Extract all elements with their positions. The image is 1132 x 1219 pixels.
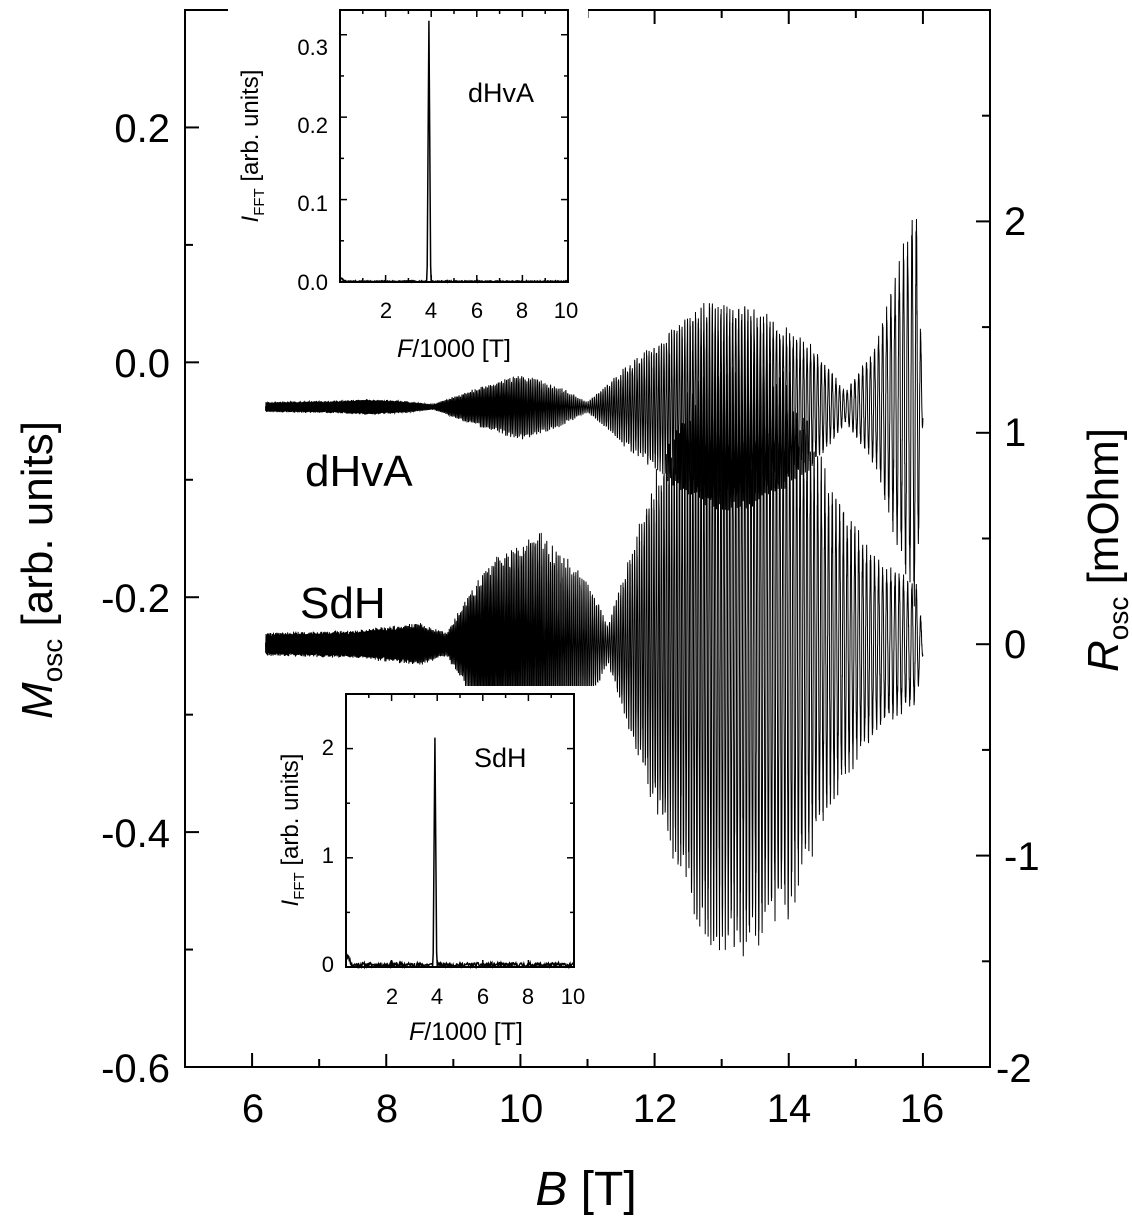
inset-sdh: 0 1 2 2 4 6 8 10 F/1000 [T] IFFT [arb. u… [268, 686, 598, 1054]
inset-sdh-y-tick-label: 1 [322, 843, 334, 868]
inset-dhva-title: dHvA [468, 78, 534, 108]
y-left-tick-label: -0.4 [101, 812, 170, 856]
x-tick-label: 8 [376, 1087, 398, 1131]
inset-dhva-x-tick-label: 8 [516, 298, 528, 323]
inset-sdh-x-tick-label: 8 [522, 984, 534, 1009]
x-tick-label: 10 [499, 1087, 544, 1131]
y-right-tick-label: 2 [1004, 200, 1026, 244]
y-right-tick-labels: -2 -1 0 1 2 [996, 200, 1040, 1091]
inset-sdh-y-axis-label: IFFT [arb. units] [277, 754, 308, 907]
inset-dhva-y-tick-labels: 0.0 0.1 0.2 0.3 [297, 35, 328, 295]
y-left-tick-labels: -0.6 -0.4 -0.2 0.0 0.2 [101, 107, 170, 1091]
y-left-tick-label: -0.2 [101, 577, 170, 621]
y-right-tick-label: -1 [1004, 835, 1040, 879]
inset-sdh-title: SdH [474, 743, 527, 773]
inset-dhva-x-tick-label: 6 [471, 298, 483, 323]
inset-dhva-y-tick-label: 0.3 [297, 35, 328, 60]
y-right-axis-label: Rosc [mOhm] [1079, 428, 1132, 672]
y-left-tick-label: -0.6 [101, 1047, 170, 1091]
inset-dhva: 0.0 0.1 0.2 0.3 2 4 6 8 10 F/1000 [T] IF… [228, 4, 588, 374]
inset-sdh-x-tick-label: 4 [431, 984, 443, 1009]
inset-sdh-x-tick-labels: 2 4 6 8 10 [386, 984, 585, 1009]
inset-sdh-y-tick-label: 0 [322, 952, 334, 977]
inset-sdh-x-tick-label: 2 [386, 984, 398, 1009]
dhva-curve-label: dHvA [305, 447, 413, 496]
inset-dhva-background [228, 4, 588, 374]
inset-sdh-spectrum [345, 737, 575, 970]
inset-sdh-y-tick-labels: 0 1 2 [322, 735, 334, 977]
x-tick-label: 12 [633, 1087, 678, 1131]
inset-dhva-y-tick-label: 0.1 [297, 191, 328, 216]
x-tick-label: 14 [767, 1087, 812, 1131]
x-tick-label: 16 [900, 1087, 945, 1131]
y-right-tick-label: 0 [1004, 623, 1026, 667]
inset-dhva-x-tick-label: 10 [554, 298, 578, 323]
y-left-tick-label: 0.2 [114, 107, 170, 151]
inset-sdh-y-tick-label: 2 [322, 735, 334, 760]
main-curves [265, 218, 924, 957]
inset-dhva-y-tick-label: 0.0 [297, 270, 328, 295]
inset-sdh-x-tick-label: 6 [477, 984, 489, 1009]
inset-dhva-y-axis-label: IFFT [arb. units] [237, 70, 268, 223]
y-right-tick-label: -2 [996, 1047, 1032, 1091]
dhva-curve [265, 218, 924, 607]
x-tick-labels: 6 8 10 12 14 16 [242, 1087, 944, 1131]
inset-dhva-x-tick-label: 4 [425, 298, 437, 323]
inset-dhva-ticks [339, 10, 569, 283]
inset-sdh-background [268, 686, 598, 1054]
main-plot: 6 8 10 12 14 16 -0.6 -0.4 -0.2 0.0 0.2 -… [13, 9, 1132, 1216]
inset-sdh-x-axis-label: F/1000 [T] [409, 1018, 523, 1046]
x-tick-label: 6 [242, 1087, 264, 1131]
sdh-curve-label: SdH [300, 579, 386, 628]
inset-sdh-x-tick-label: 10 [561, 984, 585, 1009]
y-right-tick-label: 1 [1004, 411, 1026, 455]
inset-dhva-x-tick-label: 2 [380, 298, 392, 323]
inset-dhva-x-axis-label: F/1000 [T] [397, 335, 511, 363]
y-left-axis-label: Mosc [arb. units] [13, 421, 68, 719]
inset-sdh-ticks [345, 693, 575, 968]
inset-sdh-curve [345, 737, 575, 970]
inset-dhva-x-tick-labels: 2 4 6 8 10 [380, 298, 578, 323]
y-left-tick-label: 0.0 [114, 342, 170, 386]
inset-dhva-y-tick-label: 0.2 [297, 113, 328, 138]
x-axis-label: B [T] [535, 1163, 636, 1216]
sdh-curve [265, 335, 924, 957]
